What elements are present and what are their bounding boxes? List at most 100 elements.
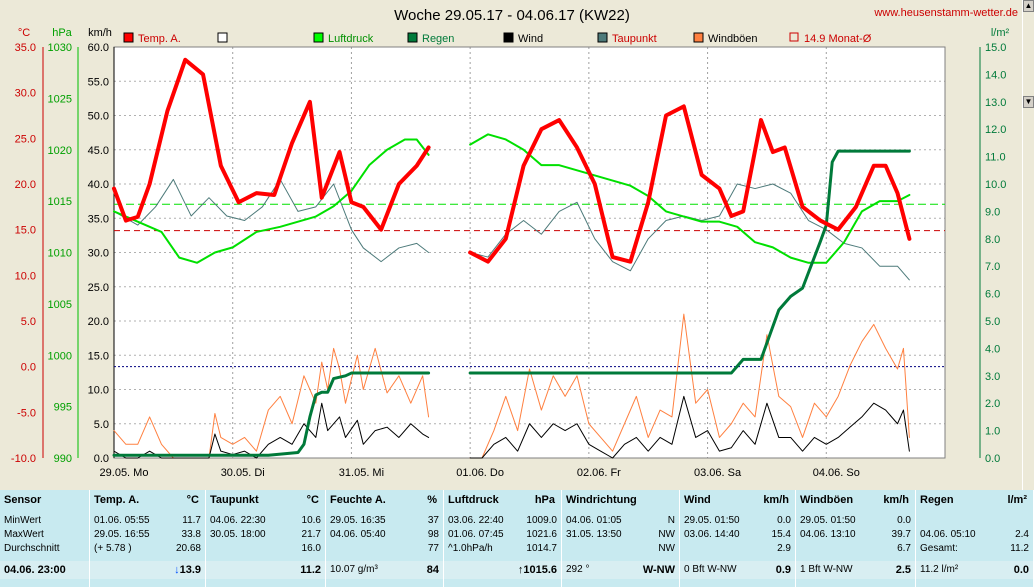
- table-row: [920, 514, 1029, 528]
- cell-value: 2.9: [777, 543, 791, 554]
- column-title: Feuchte A.: [330, 494, 386, 506]
- footer-trend: ↓13.9: [174, 563, 201, 577]
- wind-tick-label: 50.0: [88, 111, 109, 123]
- cell-value: 11.2: [1010, 543, 1029, 554]
- legend-swatch: [789, 32, 799, 42]
- wind-tick-label: 35.0: [88, 213, 109, 225]
- legend-swatch: [693, 32, 704, 43]
- rain-tick-label: 5.0: [985, 316, 1000, 328]
- cell-value: 21.7: [301, 529, 321, 540]
- column-header: Sensor: [4, 494, 85, 506]
- cell-label: 01.06. 07:45: [448, 529, 504, 540]
- table-footer: 10.07 g/m³ 84: [330, 563, 439, 577]
- cell-label: 04.06. 05:10: [920, 529, 976, 540]
- table-column: Sensor MinWert MaxWert Durchschnitt 04.06. 2…: [0, 490, 90, 587]
- table-column: Windrichtung 04.06. 01:05 N 31.05. 13:50 NW N…: [562, 490, 680, 587]
- table-footer: ↓13.9: [94, 563, 201, 577]
- table-column: Regen l/m² 04.06. 05:10 2.4 Gesamt: 11.2 11.2 …: [916, 490, 1034, 587]
- table-row: NW: [566, 542, 675, 556]
- x-tick-label: 03.06. Sa: [694, 467, 742, 479]
- cell-value: 16.0: [301, 543, 321, 554]
- column-unit: °C: [186, 494, 199, 506]
- column-title: Wind: [684, 494, 711, 506]
- temperature-line: [468, 104, 912, 264]
- column-unit: km/h: [883, 494, 909, 506]
- gusts-line: [469, 313, 910, 459]
- legend-label: 14.9 Monat-Ø: [804, 33, 872, 45]
- footer-label: 10.07 g/m³: [330, 564, 378, 575]
- table-footer: 11.2 l/m² 0.0: [920, 563, 1029, 577]
- table-column: Luftdruck hPa 03.06. 22:40 1009.0 01.06. 07:…: [444, 490, 562, 587]
- table-row: 29.05. 01:50 0.0: [684, 514, 791, 528]
- cell-value: 0.0: [777, 515, 791, 526]
- cell-value: 2.4: [1015, 529, 1029, 540]
- cell-value: N: [667, 515, 675, 526]
- wind-tick-label: 0.0: [94, 453, 109, 465]
- table-column: Taupunkt °C 04.06. 22:30 10.6 30.05. 18:00 21…: [206, 490, 326, 587]
- cell-value: 33.8: [181, 529, 201, 540]
- column-title: Taupunkt: [210, 494, 259, 506]
- column-title: Windrichtung: [566, 494, 637, 506]
- column-unit: %: [427, 494, 437, 506]
- table-row: MinWert: [4, 514, 85, 528]
- rain-tick-label: 12.0: [985, 124, 1006, 136]
- cell-value: 1014.7: [526, 543, 557, 554]
- table-footer: 04.06. 23:00: [4, 563, 85, 577]
- cell-label: 04.06. 05:40: [330, 529, 386, 540]
- cell-label: Gesamt:: [920, 543, 958, 554]
- table-row: 04.06. 05:10 2.4: [920, 528, 1029, 542]
- vertical-scrollbar[interactable]: ▲ ▼: [1022, 0, 1034, 490]
- scroll-up-icon[interactable]: ▲: [1023, 0, 1034, 12]
- column-header: Luftdruck hPa: [448, 494, 557, 506]
- cell-value: 39.7: [891, 529, 911, 540]
- table-footer: 11.2: [210, 563, 321, 577]
- table-column: Feuchte A.% 29.05. 16:35 37 04.06. 05:40 98 7…: [326, 490, 444, 587]
- column-title: Sensor: [4, 494, 42, 506]
- legend-swatch: [503, 32, 514, 43]
- footer-value: 2.5: [895, 564, 911, 576]
- rain-tick-label: 14.0: [985, 69, 1006, 81]
- wind-tick-label: 60.0: [88, 42, 109, 54]
- cell-value: NW: [658, 529, 675, 540]
- scroll-down-icon[interactable]: ▼: [1023, 96, 1034, 108]
- table-row: 29.05. 01:50 0.0: [800, 514, 911, 528]
- table-row: 16.0: [210, 542, 321, 556]
- rain-tick-label: 6.0: [985, 289, 1000, 301]
- table-row: MaxWert: [4, 528, 85, 542]
- cell-label: 31.05. 13:50: [566, 529, 622, 540]
- temperature-line: [112, 57, 431, 232]
- temp-tick-label: -5.0: [17, 407, 36, 419]
- column-header: Regen l/m²: [920, 494, 1029, 506]
- table-footer: 0 Bft W-NW 0.9: [684, 563, 791, 577]
- wind-tick-label: 45.0: [88, 145, 109, 157]
- rain-tick-label: 2.0: [985, 398, 1000, 410]
- rain-tick-label: 1.0: [985, 426, 1000, 438]
- cell-label: MaxWert: [4, 529, 44, 540]
- trend-down-icon: ↓: [174, 564, 180, 576]
- cell-label: 29.05. 01:50: [800, 515, 856, 526]
- cell-value: 20.68: [175, 543, 201, 554]
- table-row: 03.06. 22:40 1009.0: [448, 514, 557, 528]
- cell-value: 15.4: [771, 529, 791, 540]
- pressure-tick-label: 1005: [48, 299, 72, 311]
- trend-value: 13.9: [179, 564, 201, 576]
- cell-label: 29.05. 16:35: [330, 515, 386, 526]
- cell-value: 1009.0: [526, 515, 557, 526]
- column-title: Regen: [920, 494, 954, 506]
- temp-tick-label: 10.0: [15, 270, 36, 282]
- table-column: Wind km/h 29.05. 01:50 0.0 03.06. 14:40 15.4 2…: [680, 490, 796, 587]
- table-column: Temp. A. °C 01.06. 05:55 11.7 29.05. 16:55 33…: [90, 490, 206, 587]
- cell-value: 37: [427, 515, 439, 526]
- wind-line: [469, 395, 910, 459]
- column-unit: °C: [306, 494, 319, 506]
- pressure-line: [469, 133, 911, 264]
- chart-title: Woche 29.05.17 - 04.06.17 (KW22): [394, 7, 630, 24]
- temp-tick-label: 30.0: [15, 88, 36, 100]
- wind-tick-label: 5.0: [94, 419, 109, 431]
- wind-tick-label: 25.0: [88, 282, 109, 294]
- footer-band: [0, 561, 1034, 579]
- cell-value: 6.7: [897, 543, 911, 554]
- x-tick-label: 04.06. So: [813, 467, 860, 479]
- cell-label: 03.06. 22:40: [448, 515, 504, 526]
- rain-tick-label: 10.0: [985, 179, 1006, 191]
